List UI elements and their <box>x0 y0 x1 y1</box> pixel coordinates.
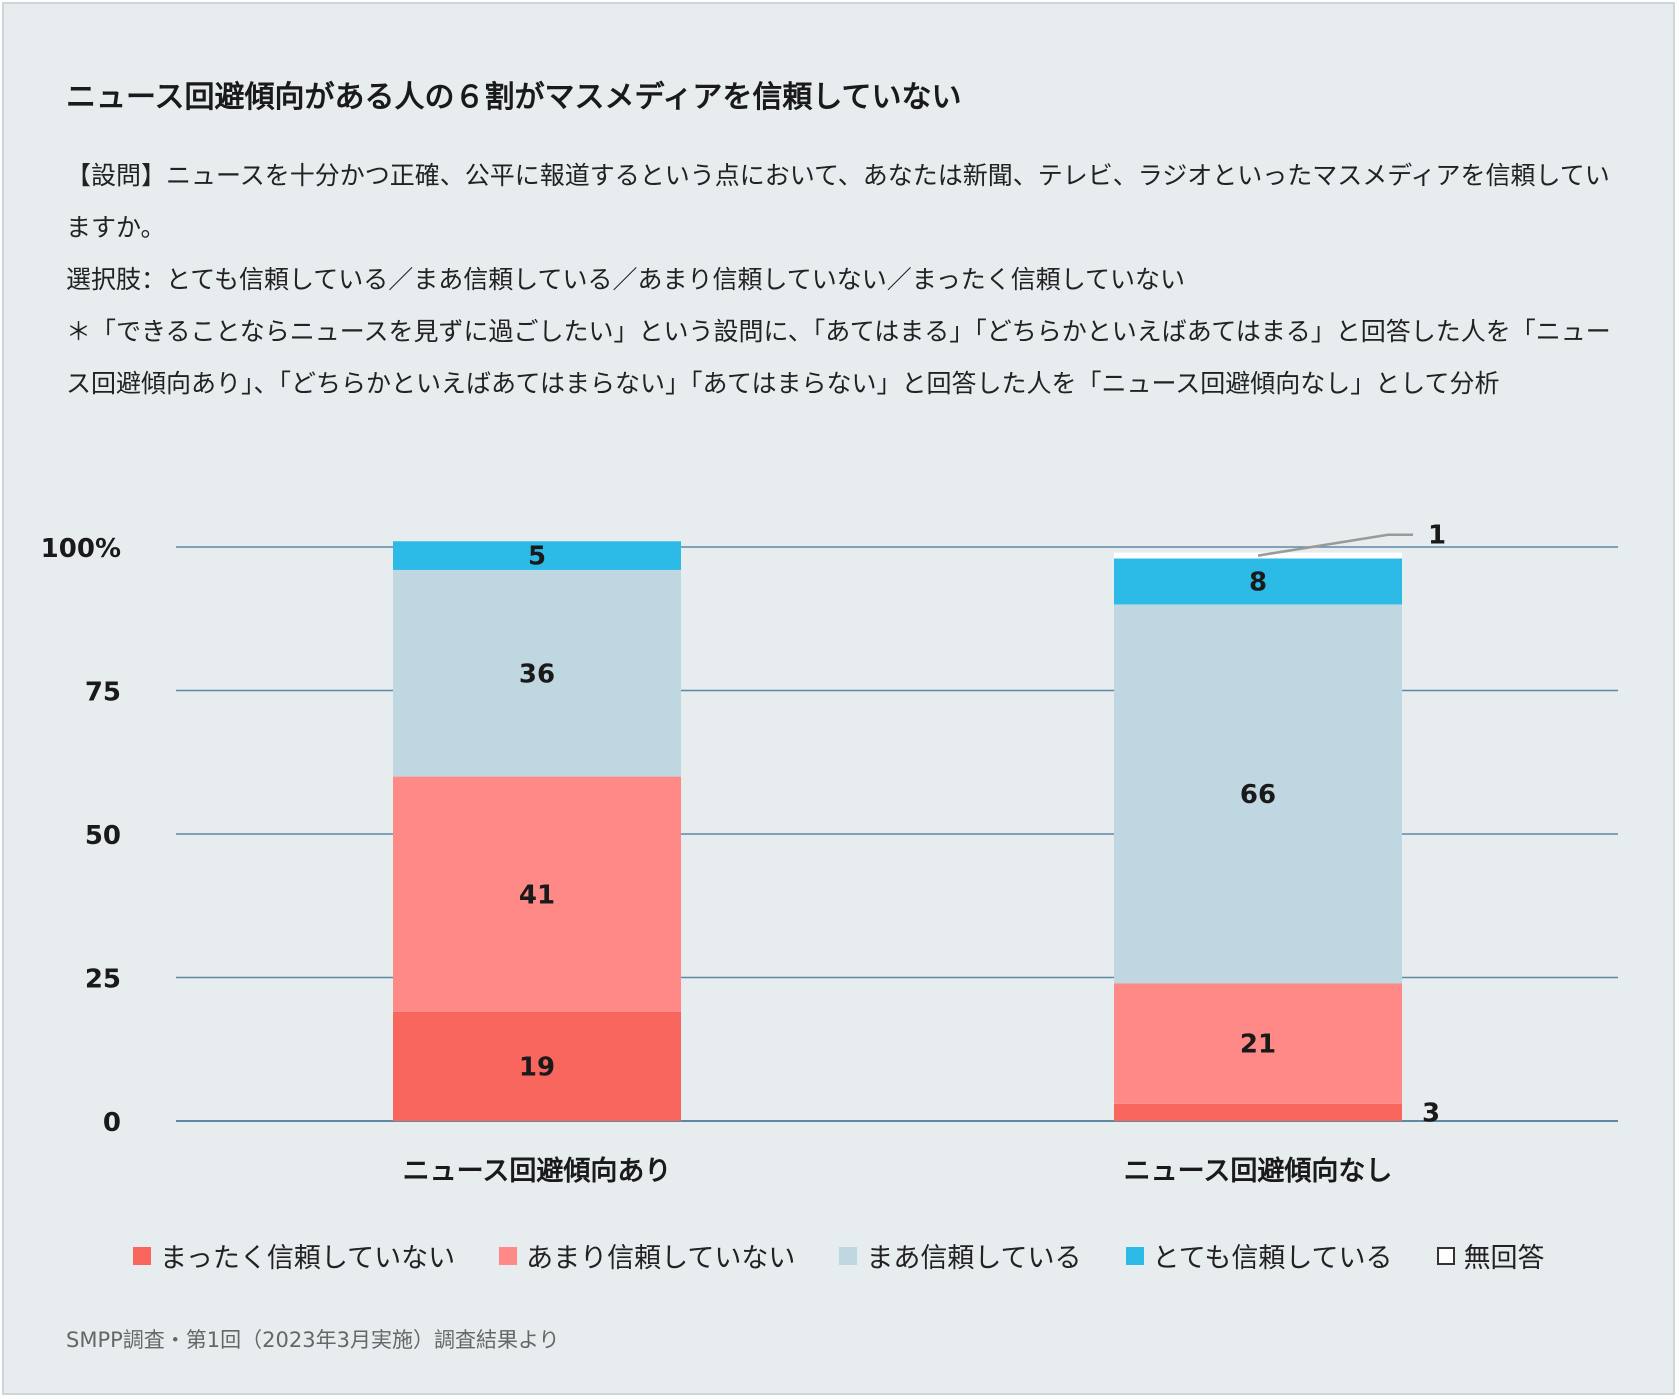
question-text: 【設問】ニュースを十分かつ正確、公平に報道するという点において、あなたは新聞、テ… <box>66 161 1610 242</box>
bar-segment <box>1114 983 1402 1104</box>
legend-item: 無回答 <box>1436 1236 1545 1275</box>
legend-swatch <box>1436 1246 1455 1265</box>
source-note: SMPP調査・第1回（2023年3月実施）調査結果より <box>66 1328 560 1352</box>
legend-label: 無回答 <box>1463 1243 1545 1274</box>
y-tick-label: 25 <box>85 965 121 995</box>
chart-title: ニュース回避傾向がある人の６割がマスメディアを信頼していない <box>66 80 962 115</box>
data-label: 41 <box>519 880 555 910</box>
data-label: 1 <box>1428 521 1446 551</box>
question-description: 【設問】ニュースを十分かつ正確、公平に報道するという点において、あなたは新聞、テ… <box>66 150 1611 410</box>
legend-swatch <box>1125 1246 1144 1265</box>
y-tick-label: 50 <box>85 821 121 851</box>
bar-segment <box>1114 1103 1402 1121</box>
bar-segment <box>393 776 681 1012</box>
bar-segment <box>1114 604 1402 984</box>
legend-label: まあ信頼している <box>866 1243 1082 1274</box>
data-label: 19 <box>519 1052 555 1082</box>
legend-swatch <box>839 1246 858 1265</box>
chart-legend: まったく信頼していない あまり信頼していない まあ信頼している とても信頼している 無回… <box>133 1236 1589 1275</box>
x-category-label: ニュース回避傾向なし <box>1124 1155 1393 1187</box>
data-label: 36 <box>519 659 555 689</box>
legend-item: まあ信頼している <box>839 1236 1082 1275</box>
legend-item: とても信頼している <box>1125 1236 1393 1275</box>
legend-label: あまり信頼していない <box>526 1243 796 1274</box>
choices-text: 選択肢：とても信頼している／まあ信頼している／あまり信頼していない／まったく信頼… <box>66 265 1186 294</box>
legend-label: とても信頼している <box>1152 1243 1393 1274</box>
data-label: 66 <box>1240 780 1276 810</box>
legend-swatch <box>133 1246 151 1265</box>
bar-segment <box>393 569 681 777</box>
legend-item: あまり信頼していない <box>499 1236 795 1275</box>
legend-item: まったく信頼していない <box>133 1236 455 1275</box>
y-tick-label: 100% <box>41 534 121 564</box>
y-tick-label: 0 <box>103 1108 121 1138</box>
legend-label: まったく信頼していない <box>160 1243 456 1274</box>
analysis-note: ＊「できることならニュースを見ずに過ごしたい」という設問に、「あてはまる」「どち… <box>66 317 1611 398</box>
bar-segment <box>1114 558 1402 605</box>
data-label: 3 <box>1422 1098 1440 1128</box>
data-label: 5 <box>528 542 546 572</box>
bar-segment <box>393 1011 681 1121</box>
data-label: 21 <box>1240 1030 1276 1060</box>
legend-swatch <box>499 1246 518 1265</box>
leader-line <box>1257 533 1413 557</box>
data-label: 8 <box>1249 567 1267 597</box>
y-tick-label: 75 <box>85 678 121 708</box>
bar-segment <box>393 541 681 570</box>
x-category-label: ニュース回避傾向あり <box>403 1155 672 1187</box>
